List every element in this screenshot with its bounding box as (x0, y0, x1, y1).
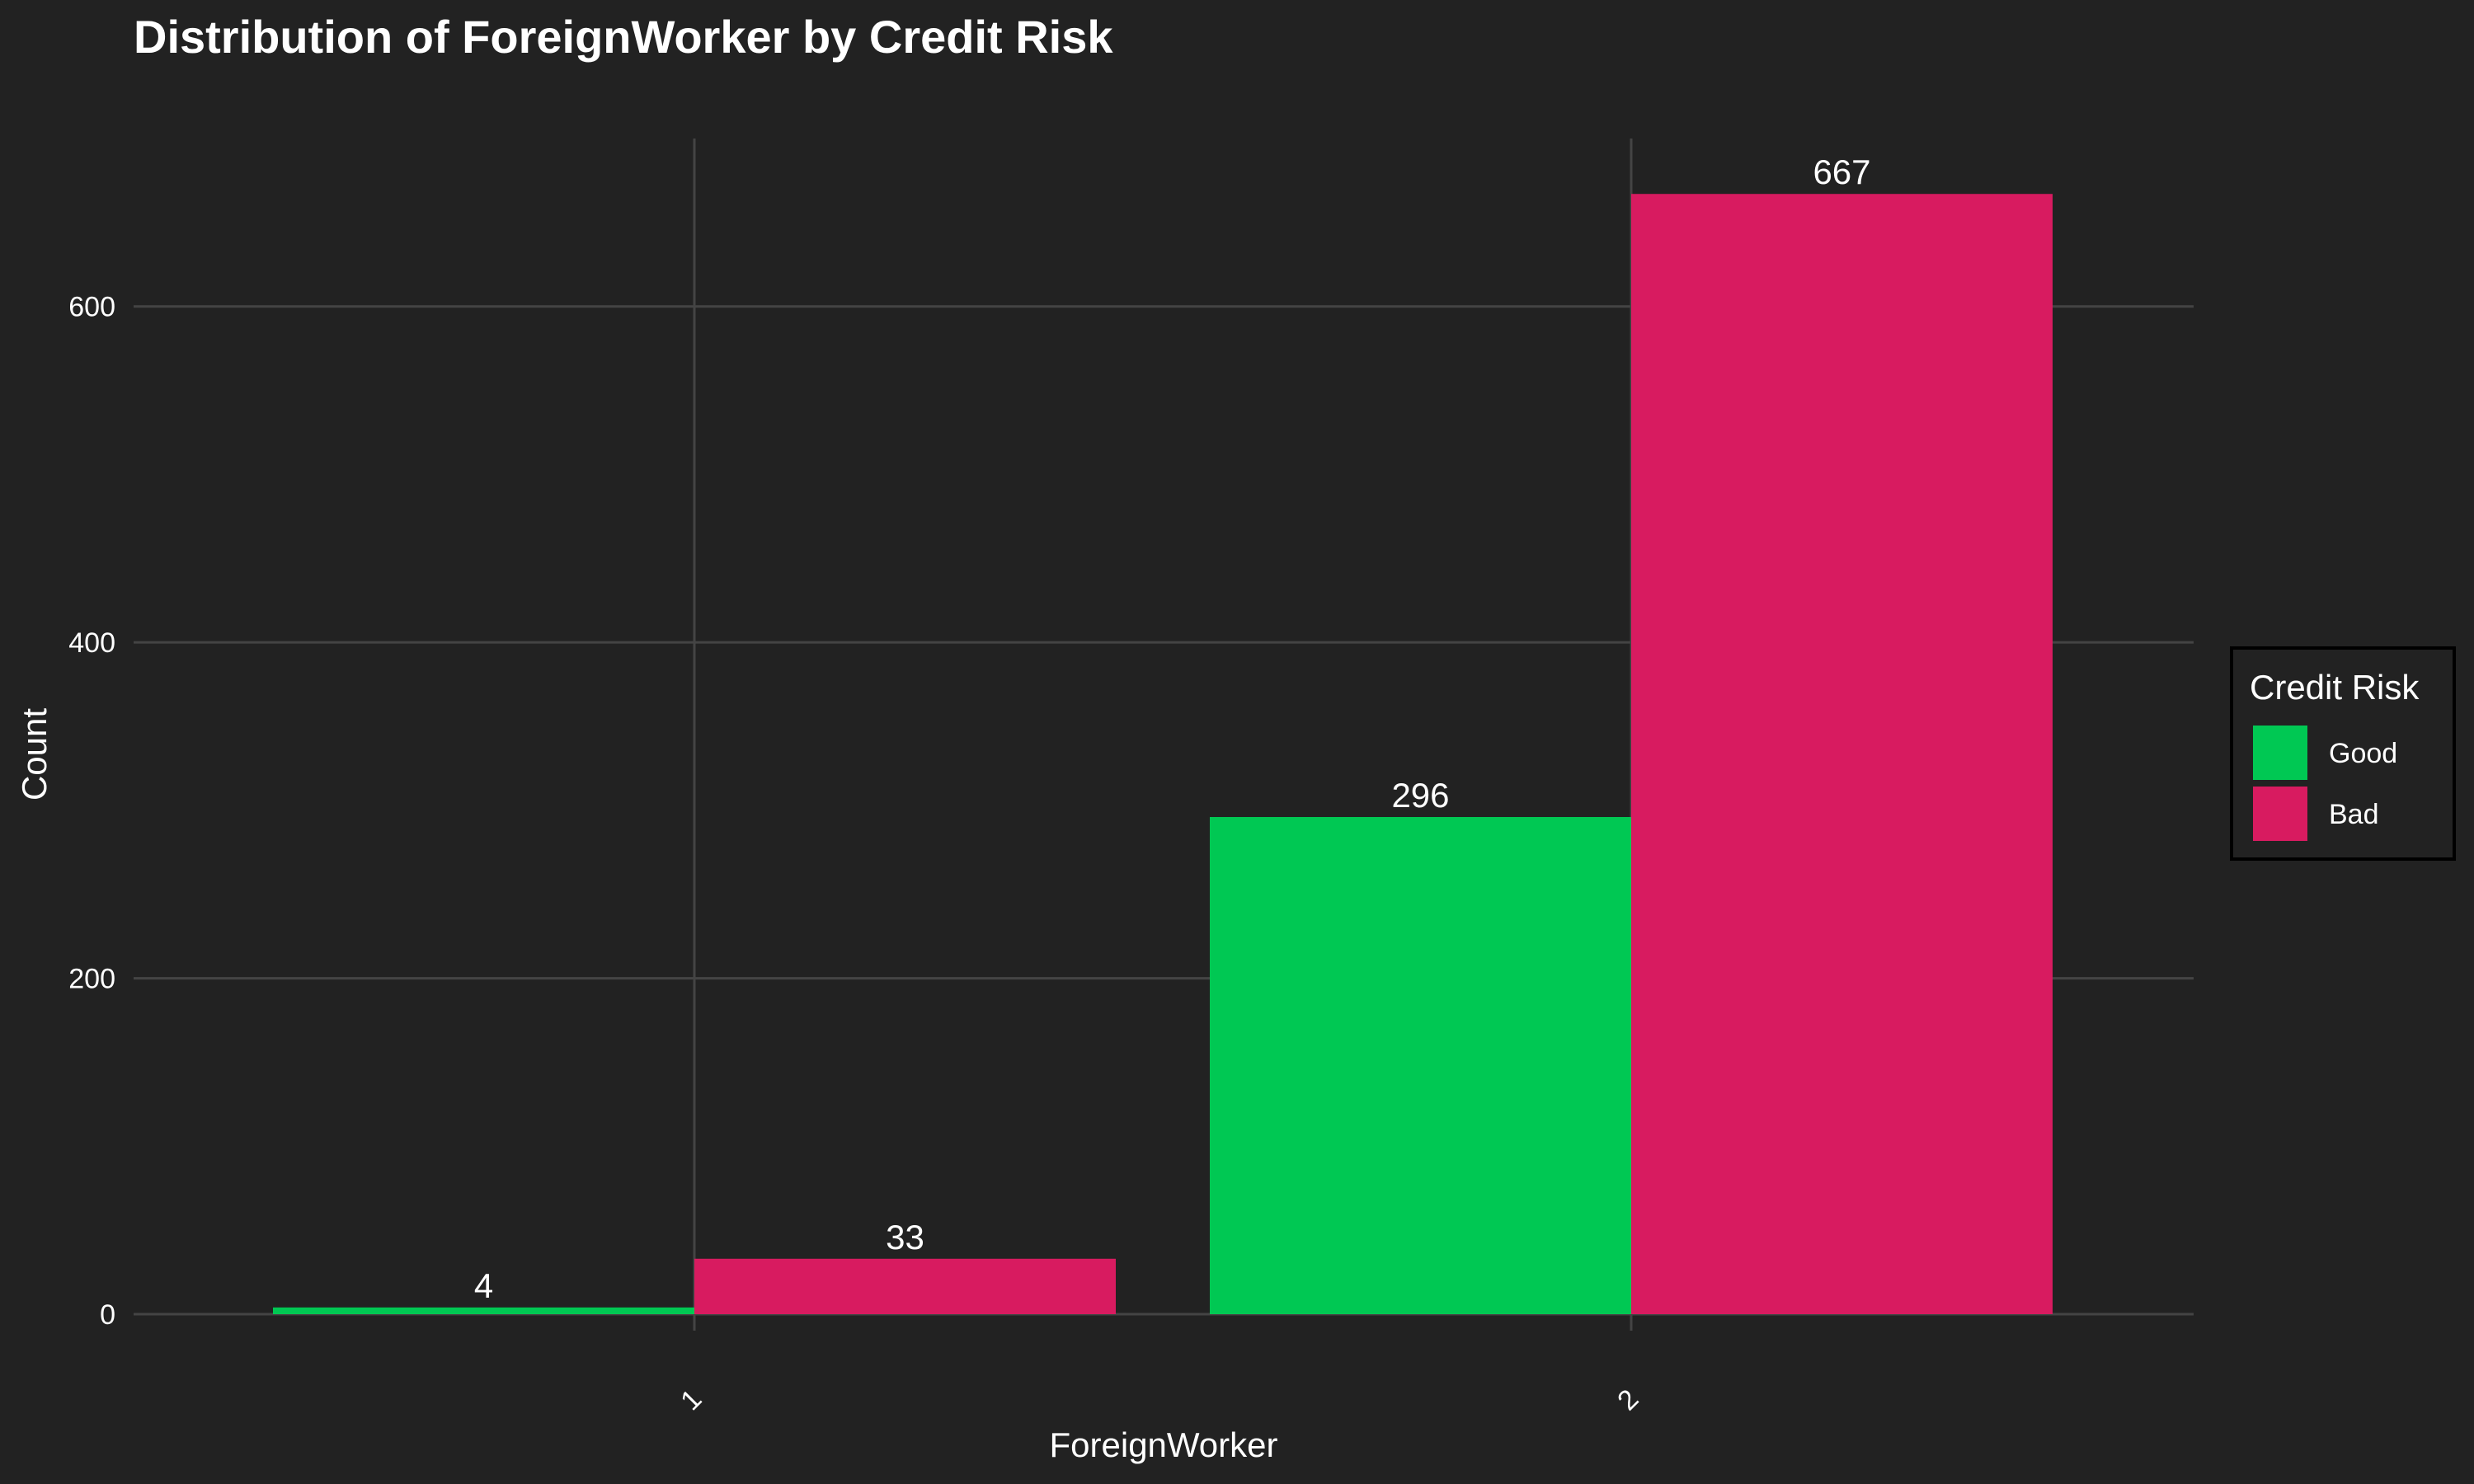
y-axis-title: Count (15, 708, 54, 801)
data-label-good-1: 4 (474, 1266, 493, 1305)
bar-good-1 (273, 1307, 694, 1314)
bar-good-2 (1210, 817, 1631, 1314)
legend-label-bad: Bad (2329, 799, 2379, 830)
data-label-good-2: 296 (1391, 776, 1449, 815)
legend: Credit Risk Good Bad (2230, 646, 2456, 861)
y-tick-label-600: 600 (68, 292, 115, 323)
legend-frame (2230, 646, 2456, 861)
legend-swatch-good (2253, 726, 2307, 780)
legend-swatch-bad (2253, 787, 2307, 841)
data-label-bad-2: 667 (1813, 153, 1870, 191)
y-axis-ticks: 0 200 400 600 (68, 292, 115, 1331)
legend-items: Good Bad (2253, 726, 2397, 841)
chart-title: Distribution of ForeignWorker by Credit … (134, 11, 1113, 63)
data-labels: 4 33 296 667 (474, 153, 1871, 1305)
y-tick-label-0: 0 (100, 1299, 115, 1331)
bar-bad-1 (694, 1258, 1116, 1314)
bar-bad-2 (1631, 194, 2053, 1314)
x-axis-title: ForeignWorker (1050, 1425, 1278, 1464)
data-label-bad-1: 33 (886, 1218, 924, 1256)
legend-title: Credit Risk (2250, 668, 2420, 707)
legend-label-good: Good (2329, 738, 2397, 769)
y-tick-label-400: 400 (68, 627, 115, 659)
y-tick-label-200: 200 (68, 964, 115, 995)
bars (273, 194, 2053, 1314)
